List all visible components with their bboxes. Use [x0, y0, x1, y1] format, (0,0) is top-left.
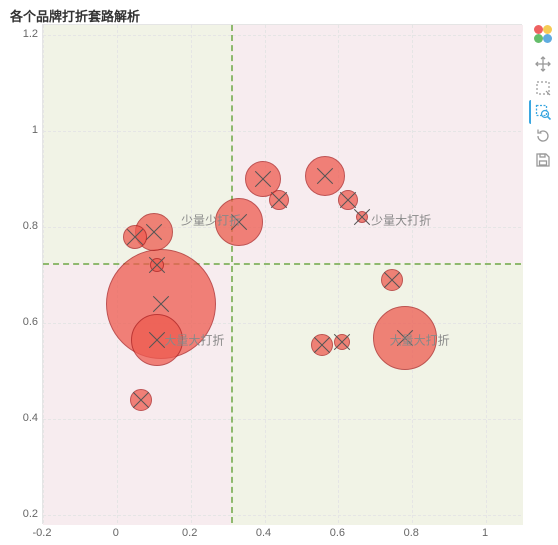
bokeh-logo-icon[interactable] — [529, 22, 555, 46]
x-tick-label: 0.8 — [404, 527, 419, 539]
save-tool-button[interactable] — [529, 148, 555, 172]
grid-line-vertical — [412, 25, 413, 523]
bubble-marker[interactable] — [334, 334, 350, 350]
x-tick-label: -0.2 — [33, 527, 52, 539]
x-tick-label: 0.2 — [182, 527, 197, 539]
bubble-marker[interactable] — [150, 258, 164, 272]
x-tick-label: 0 — [113, 527, 119, 539]
y-tick-label: 1 — [10, 124, 38, 136]
grid-line-vertical — [486, 25, 487, 523]
y-tick-label: 0.4 — [10, 412, 38, 424]
bubble-marker[interactable] — [130, 389, 152, 411]
annotation-label: 少量大打折 — [371, 211, 431, 228]
annotation-label: 大量大打折 — [390, 331, 450, 348]
reference-line-vertical — [231, 25, 233, 523]
x-tick-label: 0.6 — [330, 527, 345, 539]
box-zoom-tool-button[interactable] — [529, 100, 555, 124]
box-select-tool-button[interactable] — [529, 76, 555, 100]
grid-line-horizontal — [43, 35, 521, 36]
chart-container: 各个品牌打折套路解析 少量少打折 少量大打折大量大打折 大量大打折 0.2 0.4 0.… — [0, 0, 558, 545]
annotation-label: 少量少打折 — [181, 211, 241, 228]
y-tick-label: 0.8 — [10, 220, 38, 232]
bubble-marker[interactable] — [305, 156, 345, 196]
annotation-label: 大量大打折 — [164, 331, 224, 348]
bubble-marker[interactable] — [311, 334, 333, 356]
bubble-marker[interactable] — [123, 225, 147, 249]
toolbar — [528, 22, 556, 172]
bubble-marker[interactable] — [381, 269, 403, 291]
pan-tool-button[interactable] — [529, 52, 555, 76]
x-tick-label: 0.4 — [256, 527, 271, 539]
y-tick-label: 0.2 — [10, 508, 38, 520]
x-tick-label: 1 — [482, 527, 488, 539]
reset-tool-button[interactable] — [529, 124, 555, 148]
grid-line-horizontal — [43, 227, 521, 228]
grid-line-horizontal — [43, 419, 521, 420]
reference-line-horizontal — [43, 263, 521, 265]
bubble-marker[interactable] — [269, 190, 289, 210]
bubble-marker[interactable] — [356, 211, 368, 223]
plot-area[interactable]: 少量少打折 少量大打折大量大打折 大量大打折 — [42, 24, 522, 524]
grid-line-horizontal — [43, 515, 521, 516]
grid-line-vertical — [43, 25, 44, 523]
quadrant-bg — [231, 263, 523, 525]
grid-line-vertical — [265, 25, 266, 523]
grid-line-horizontal — [43, 131, 521, 132]
y-tick-label: 1.2 — [10, 28, 38, 40]
y-tick-label: 0.6 — [10, 316, 38, 328]
bubble-marker[interactable] — [338, 190, 358, 210]
grid-line-vertical — [338, 25, 339, 523]
chart-title: 各个品牌打折套路解析 — [10, 6, 140, 25]
